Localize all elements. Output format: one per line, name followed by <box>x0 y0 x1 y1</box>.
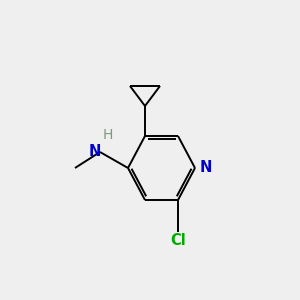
Text: N: N <box>200 160 212 175</box>
Text: Cl: Cl <box>170 233 186 248</box>
Text: H: H <box>103 128 113 142</box>
Text: N: N <box>88 145 101 160</box>
